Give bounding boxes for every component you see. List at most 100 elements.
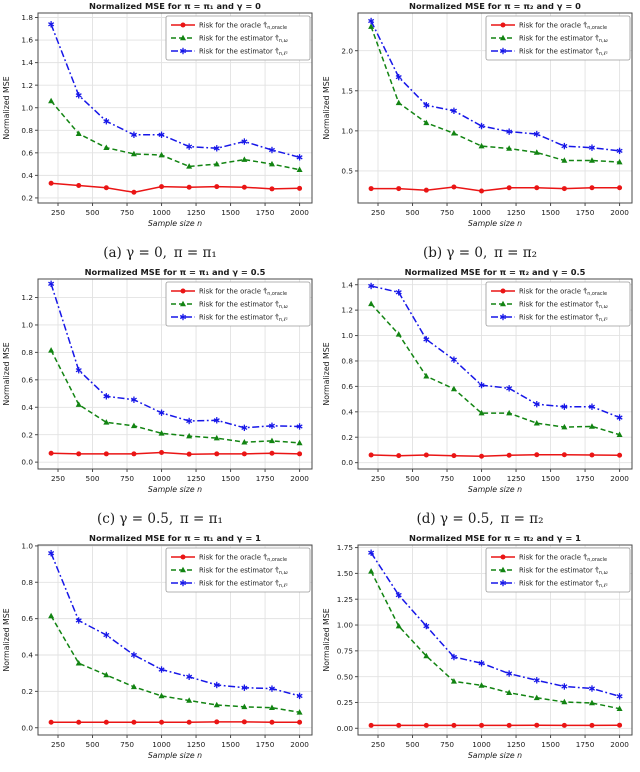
svg-text:750: 750 bbox=[120, 740, 134, 749]
figure-row-3: 250 500 750 1000 1250 1500 1750 2000 0.0 0.2 0.4 0.… bbox=[0, 532, 640, 772]
svg-text:Risk for the estimator τ̂n,ω: Risk for the estimator τ̂n,ω bbox=[519, 34, 608, 44]
svg-text:Normalized MSE for π = π₁ and: Normalized MSE for π = π₁ and γ = 1 bbox=[89, 533, 261, 543]
svg-text:1750: 1750 bbox=[576, 208, 595, 217]
svg-text:Risk for the estimator τ̂n,ℓ²: Risk for the estimator τ̂n,ℓ² bbox=[519, 47, 608, 57]
svg-text:1.0: 1.0 bbox=[21, 321, 33, 330]
svg-text:1250: 1250 bbox=[187, 740, 206, 749]
svg-text:1.6: 1.6 bbox=[21, 36, 33, 45]
svg-text:1.00: 1.00 bbox=[337, 621, 354, 630]
subfig-caption-d: (d) γ = 0.5, π = π₂ bbox=[416, 511, 544, 527]
plot-gamma05-pi1: 250 500 750 1000 1250 1500 1750 2000 0.0 0.2 0.4 0.… bbox=[0, 266, 320, 506]
svg-text:250: 250 bbox=[371, 740, 385, 749]
svg-text:Risk for the oracle τ̂n,oracle: Risk for the oracle τ̂n,oracle bbox=[199, 21, 287, 31]
svg-text:1.2: 1.2 bbox=[21, 81, 33, 90]
svg-text:Sample size n: Sample size n bbox=[148, 751, 202, 760]
svg-text:Normalized MSE: Normalized MSE bbox=[322, 608, 331, 671]
svg-text:500: 500 bbox=[86, 474, 100, 483]
subfig-caption-a: (a) γ = 0, π = π₁ bbox=[103, 245, 217, 261]
svg-text:Risk for the oracle τ̂n,oracle: Risk for the oracle τ̂n,oracle bbox=[519, 287, 607, 297]
svg-text:750: 750 bbox=[440, 740, 454, 749]
svg-text:Risk for the estimator τ̂n,ω: Risk for the estimator τ̂n,ω bbox=[199, 300, 288, 310]
svg-text:1000: 1000 bbox=[152, 740, 171, 749]
svg-text:1.0: 1.0 bbox=[341, 331, 353, 340]
svg-text:500: 500 bbox=[406, 474, 420, 483]
svg-text:1.0: 1.0 bbox=[21, 542, 33, 551]
plot-gamma05-pi2: 250 500 750 1000 1250 1500 1750 2000 0.0 0.2 0.4 0.… bbox=[320, 266, 640, 506]
svg-text:0.00: 0.00 bbox=[337, 724, 354, 733]
subplot-d: 250 500 750 1000 1250 1500 1750 2000 0.0 0.2 0.4 0.… bbox=[320, 266, 640, 532]
svg-text:Normalized MSE for π = π₂ and: Normalized MSE for π = π₂ and γ = 0.5 bbox=[405, 267, 586, 277]
svg-text:0.6: 0.6 bbox=[341, 382, 353, 391]
svg-text:1250: 1250 bbox=[187, 208, 206, 217]
svg-text:0.6: 0.6 bbox=[21, 375, 33, 384]
svg-text:0.8: 0.8 bbox=[341, 357, 353, 366]
svg-text:Risk for the estimator τ̂n,ℓ²: Risk for the estimator τ̂n,ℓ² bbox=[199, 313, 288, 323]
svg-text:0.6: 0.6 bbox=[21, 614, 33, 623]
svg-text:0.0: 0.0 bbox=[21, 458, 33, 467]
svg-text:1500: 1500 bbox=[541, 208, 560, 217]
svg-text:1750: 1750 bbox=[256, 474, 275, 483]
svg-text:Risk for the oracle τ̂n,oracle: Risk for the oracle τ̂n,oracle bbox=[199, 553, 287, 563]
plot-gamma1-pi2: 250 500 750 1000 1250 1500 1750 2000 0.00 0.25 0.5… bbox=[320, 532, 640, 772]
svg-text:1750: 1750 bbox=[256, 740, 275, 749]
subplot-c: 250 500 750 1000 1250 1500 1750 2000 0.0 0.2 0.4 0.… bbox=[0, 266, 320, 532]
svg-text:1250: 1250 bbox=[507, 208, 526, 217]
svg-text:1.2: 1.2 bbox=[21, 293, 33, 302]
svg-text:1000: 1000 bbox=[472, 740, 491, 749]
svg-text:Risk for the estimator τ̂n,ℓ²: Risk for the estimator τ̂n,ℓ² bbox=[199, 47, 288, 57]
svg-text:250: 250 bbox=[371, 474, 385, 483]
svg-text:0.6: 0.6 bbox=[21, 148, 33, 157]
svg-text:1250: 1250 bbox=[187, 474, 206, 483]
svg-text:Sample size n: Sample size n bbox=[468, 219, 522, 228]
svg-text:Normalized MSE: Normalized MSE bbox=[2, 76, 11, 139]
svg-text:1500: 1500 bbox=[541, 740, 560, 749]
svg-text:Risk for the estimator τ̂n,ω: Risk for the estimator τ̂n,ω bbox=[199, 566, 288, 576]
subplot-b: 250 500 750 1000 1250 1500 1750 2000 0.5 1.0 1.5 2.… bbox=[320, 0, 640, 266]
svg-text:Normalized MSE: Normalized MSE bbox=[322, 342, 331, 405]
svg-text:750: 750 bbox=[440, 474, 454, 483]
svg-text:0.0: 0.0 bbox=[21, 723, 33, 732]
svg-text:0.8: 0.8 bbox=[21, 126, 33, 135]
svg-text:1.5: 1.5 bbox=[341, 86, 353, 95]
svg-text:2000: 2000 bbox=[290, 740, 309, 749]
svg-text:Sample size n: Sample size n bbox=[468, 485, 522, 494]
svg-text:500: 500 bbox=[406, 208, 420, 217]
svg-text:1750: 1750 bbox=[256, 208, 275, 217]
svg-text:Normalized MSE: Normalized MSE bbox=[2, 342, 11, 405]
svg-text:Normalized MSE for π = π₂ and: Normalized MSE for π = π₂ and γ = 1 bbox=[409, 533, 581, 543]
svg-text:0.25: 0.25 bbox=[337, 698, 353, 707]
svg-text:1.50: 1.50 bbox=[337, 569, 354, 578]
svg-text:1000: 1000 bbox=[472, 474, 491, 483]
subplot-f: 250 500 750 1000 1250 1500 1750 2000 0.00 0.25 0.5… bbox=[320, 532, 640, 772]
svg-text:1500: 1500 bbox=[541, 474, 560, 483]
subfig-caption-c: (c) γ = 0.5, π = π₁ bbox=[97, 511, 223, 527]
svg-text:Normalized MSE: Normalized MSE bbox=[322, 76, 331, 139]
svg-text:0.8: 0.8 bbox=[21, 578, 33, 587]
svg-text:Risk for the oracle τ̂n,oracle: Risk for the oracle τ̂n,oracle bbox=[519, 553, 607, 563]
svg-text:1.75: 1.75 bbox=[337, 543, 353, 552]
svg-text:0.50: 0.50 bbox=[337, 672, 354, 681]
svg-text:2000: 2000 bbox=[610, 740, 629, 749]
svg-text:Risk for the estimator τ̂n,ω: Risk for the estimator τ̂n,ω bbox=[519, 300, 608, 310]
svg-text:750: 750 bbox=[120, 474, 134, 483]
svg-text:500: 500 bbox=[406, 740, 420, 749]
svg-text:1.8: 1.8 bbox=[21, 13, 33, 22]
svg-text:500: 500 bbox=[86, 208, 100, 217]
svg-text:0.4: 0.4 bbox=[341, 407, 353, 416]
svg-text:0.4: 0.4 bbox=[21, 171, 33, 180]
svg-text:1.0: 1.0 bbox=[21, 103, 33, 112]
svg-text:2000: 2000 bbox=[290, 208, 309, 217]
svg-text:0.75: 0.75 bbox=[337, 646, 353, 655]
svg-text:1.4: 1.4 bbox=[341, 280, 353, 289]
svg-text:Risk for the oracle τ̂n,oracle: Risk for the oracle τ̂n,oracle bbox=[199, 287, 287, 297]
svg-text:2.0: 2.0 bbox=[341, 46, 353, 55]
subplot-a: 250 500 750 1000 1250 1500 1750 2000 0.2 0.4 0.6 0.… bbox=[0, 0, 320, 266]
svg-text:Normalized MSE for π = π₂ and: Normalized MSE for π = π₂ and γ = 0 bbox=[409, 1, 581, 11]
figure-row-1: 250 500 750 1000 1250 1500 1750 2000 0.2 0.4 0.6 0.… bbox=[0, 0, 640, 266]
svg-text:1000: 1000 bbox=[152, 208, 171, 217]
svg-text:Risk for the estimator τ̂n,ω: Risk for the estimator τ̂n,ω bbox=[519, 566, 608, 576]
svg-text:1.25: 1.25 bbox=[337, 595, 353, 604]
svg-text:750: 750 bbox=[120, 208, 134, 217]
plot-gamma0-pi1: 250 500 750 1000 1250 1500 1750 2000 0.2 0.4 0.6 0.… bbox=[0, 0, 320, 240]
